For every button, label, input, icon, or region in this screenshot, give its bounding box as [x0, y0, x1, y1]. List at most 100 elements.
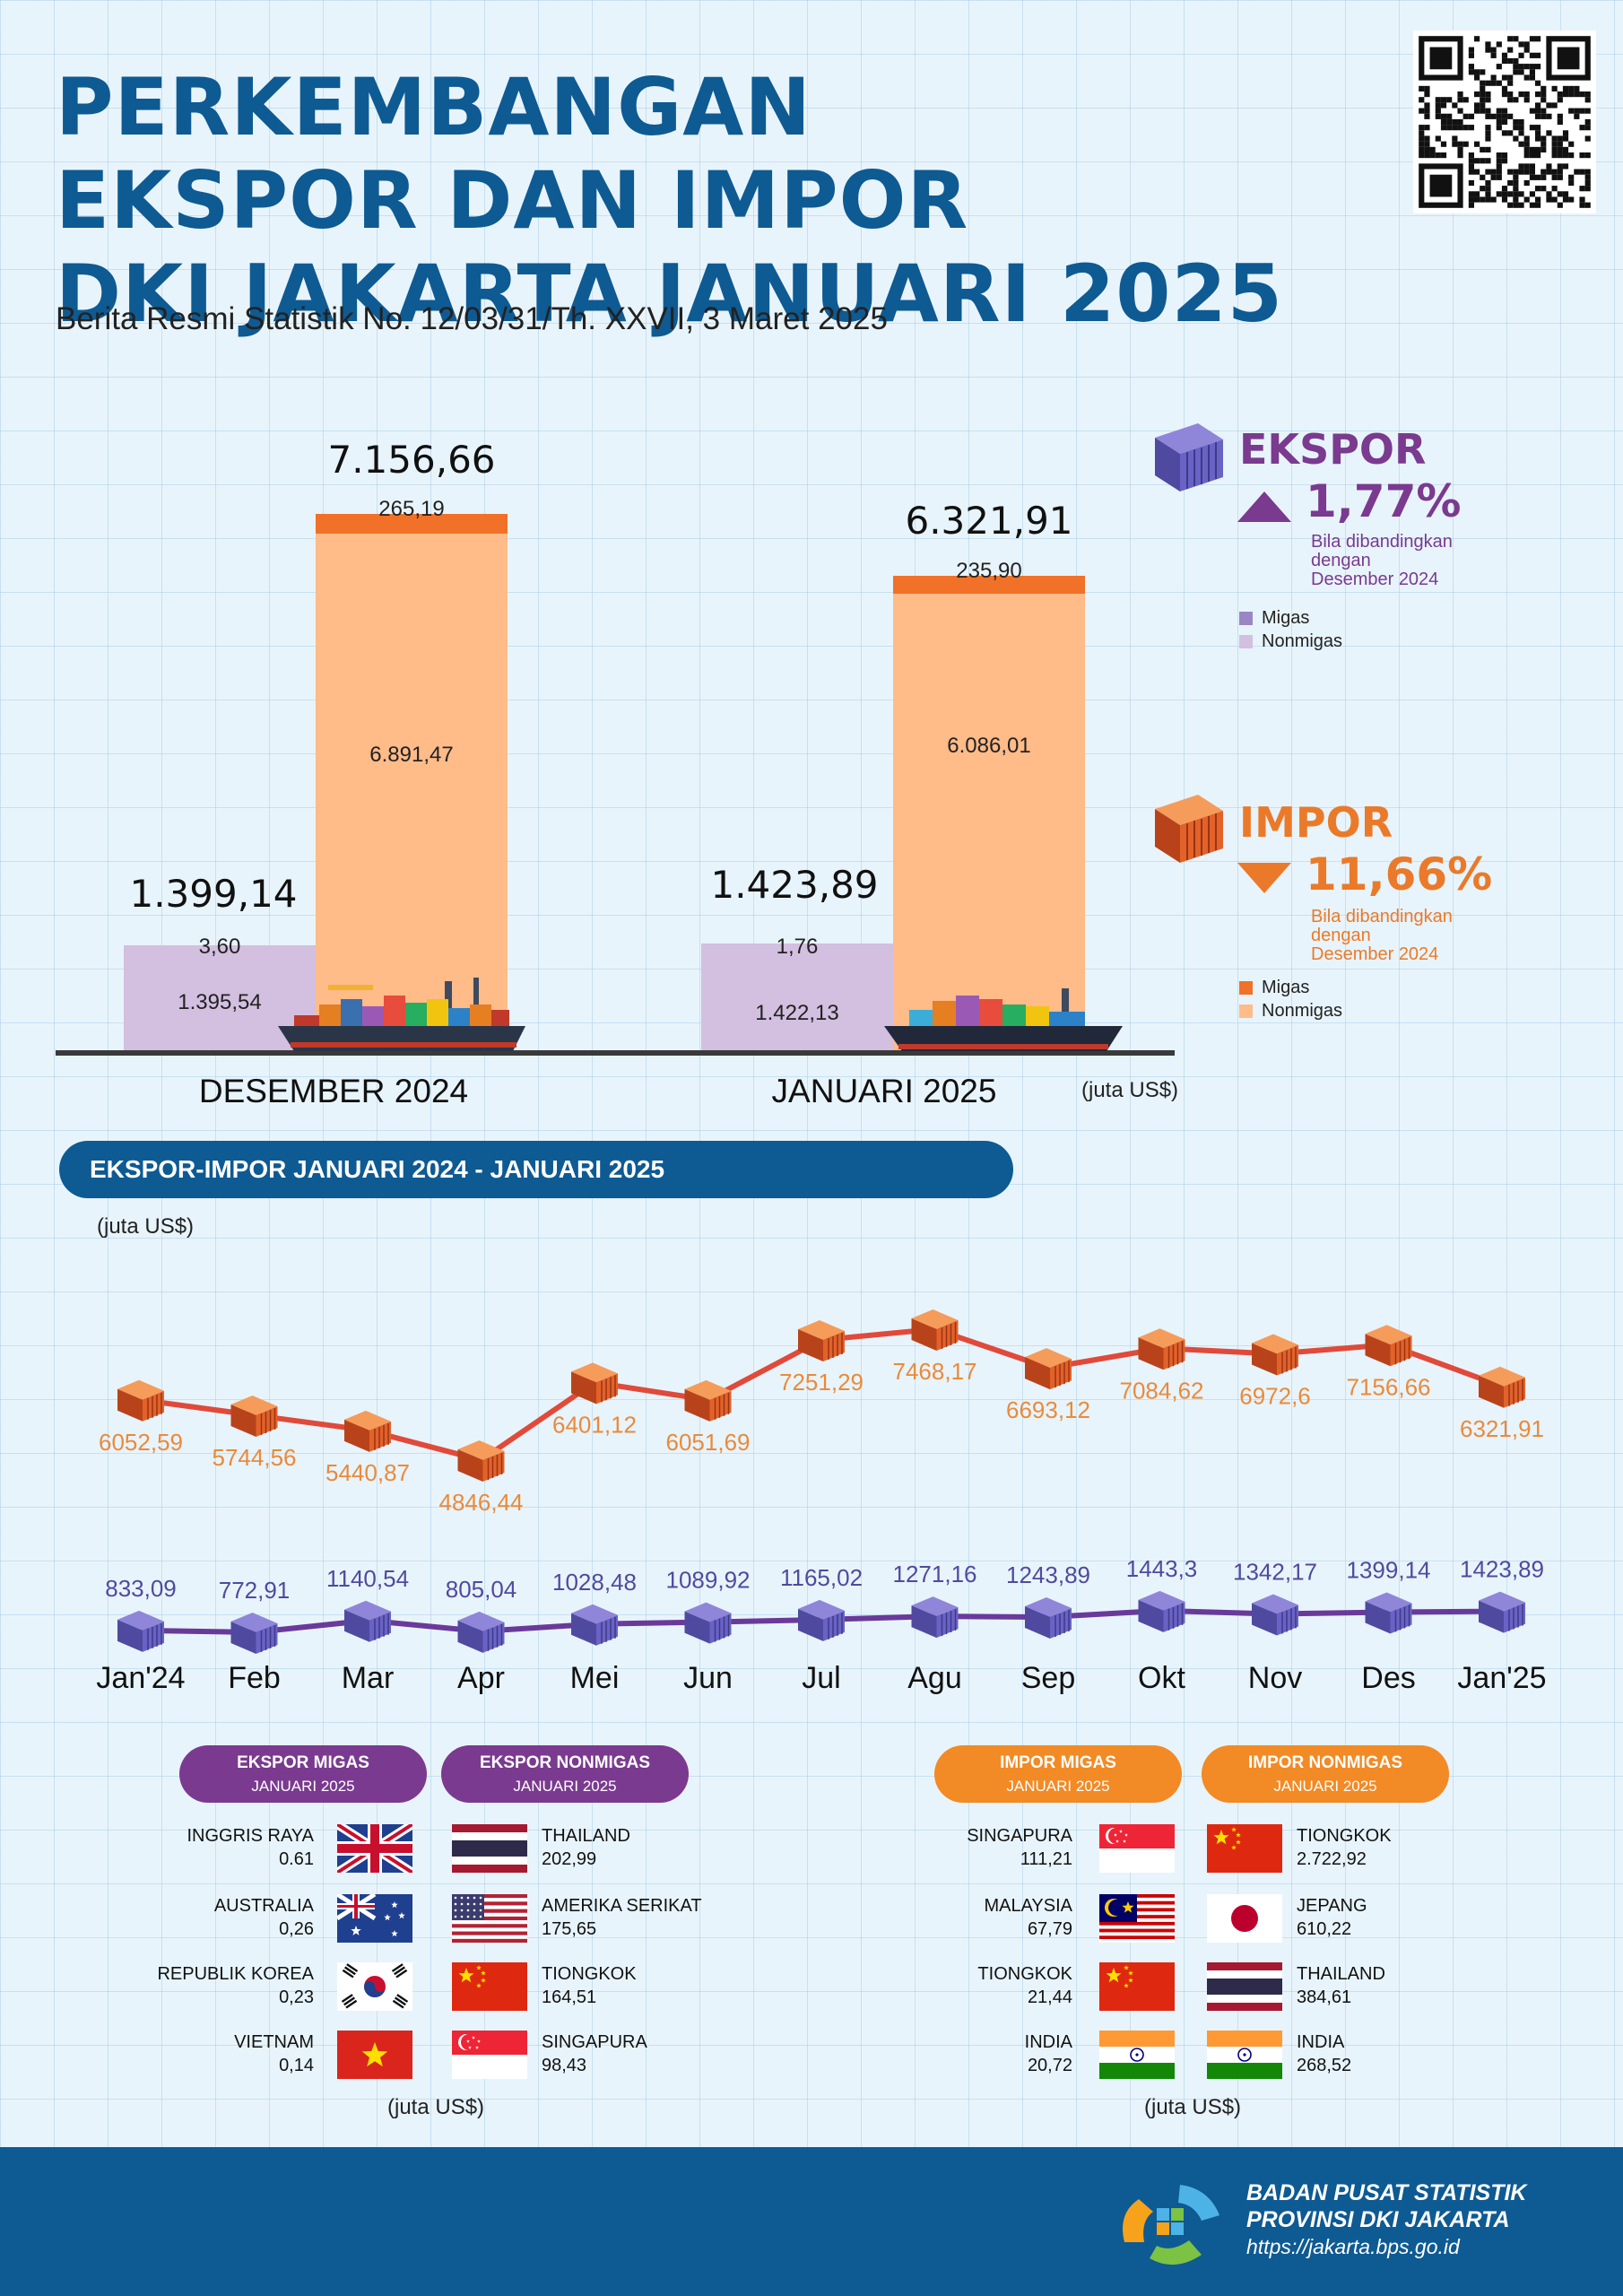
value-label-impor: 6051,69	[666, 1429, 751, 1456]
data-point-impor	[1138, 1328, 1185, 1370]
partner-value: 0.61	[279, 1849, 314, 1869]
container-ekspor-icon	[1155, 423, 1223, 491]
month-label: Sep	[1021, 1661, 1076, 1695]
partner-country: INDIA	[1024, 2032, 1072, 2052]
partner-row: SINGAPURA 98,43	[542, 2031, 757, 2077]
partner-row: TIONGKOK 21,44	[872, 1962, 1072, 2009]
data-point-ekspor	[1479, 1591, 1525, 1633]
month-label: Jan'25	[1457, 1661, 1546, 1695]
ekspor-legend-title: EKSPOR	[1239, 425, 1427, 474]
bps-logo-icon[interactable]	[1112, 2169, 1230, 2274]
qr-code[interactable]	[1413, 30, 1596, 213]
partner-value: 175,65	[542, 1919, 597, 1939]
arrow-down-icon	[1237, 863, 1291, 893]
partner-country: SINGAPURA	[967, 1826, 1072, 1846]
thailand-flag-icon	[452, 1824, 527, 1877]
usa-flag-icon	[452, 1894, 527, 1947]
partner-country: AMERIKA SERIKAT	[542, 1896, 702, 1916]
month-label: Mei	[570, 1661, 620, 1695]
title-line-2: EKSPOR DAN IMPOR	[56, 154, 969, 247]
value-label-impor: 7084,62	[1120, 1377, 1204, 1404]
japan-flag-icon	[1207, 1894, 1282, 1947]
page-subtitle: Berita Resmi Statistik No. 12/03/31/Th. …	[56, 301, 888, 336]
bps-name: BADAN PUSAT STATISTIK PROVINSI DKI JAKAR…	[1246, 2180, 1527, 2258]
partner-country: TIONGKOK	[977, 1964, 1072, 1984]
china-flag-icon	[452, 1962, 527, 2015]
category-label-jan: JANUARI 2025	[771, 1073, 997, 1109]
data-point-impor	[457, 1439, 505, 1482]
data-point-impor	[684, 1379, 732, 1422]
legend-swatch	[1239, 635, 1253, 649]
month-label: Jun	[683, 1661, 733, 1695]
partner-value: 164,51	[542, 1987, 597, 2007]
partner-row: THAILAND 384,61	[1297, 1962, 1512, 2009]
title-line-3: DKI JAKARTA JANUARI 2025	[56, 248, 1283, 340]
impor-migas-label-des: 265,19	[378, 497, 445, 521]
partner-country: TIONGKOK	[1297, 1826, 1392, 1846]
impor-legend-title: IMPOR	[1239, 798, 1393, 847]
partner-row: INDIA 20,72	[872, 2031, 1072, 2077]
partner-header-ekspor-migas: EKSPOR MIGAS JANUARI 2025	[179, 1745, 427, 1803]
value-label-ekspor: 833,09	[105, 1575, 177, 1602]
partner-row: AMERIKA SERIKAT 175,65	[542, 1894, 757, 1941]
value-label-impor: 5744,56	[213, 1444, 297, 1471]
bar-ekspor-migas-jan	[701, 943, 893, 945]
value-label-ekspor: 1443,3	[1126, 1555, 1198, 1582]
title-line-1: PERKEMBANGAN	[56, 61, 812, 153]
axis-baseline	[56, 1050, 1175, 1056]
data-point-ekspor	[1025, 1597, 1072, 1639]
partner-value: 111,21	[1020, 1849, 1072, 1869]
partner-value: 20,72	[1027, 2056, 1072, 2075]
legend-swatch	[1239, 612, 1253, 626]
value-label-ekspor: 1089,92	[666, 1567, 751, 1594]
value-label-ekspor: 1399,14	[1347, 1556, 1431, 1583]
value-label-ekspor: 805,04	[446, 1576, 517, 1603]
ekspor-change-percent: 1,77%	[1306, 475, 1462, 527]
impor-total-label-jan: 6.321,91	[905, 499, 1073, 543]
partner-country: SINGAPURA	[542, 2032, 647, 2052]
partner-header-title: EKSPOR MIGAS	[237, 1753, 369, 1772]
legend-ekspor-migas: Migas	[1239, 608, 1309, 629]
partner-header-period: JANUARI 2025	[1006, 1778, 1110, 1795]
partner-country: THAILAND	[542, 1826, 630, 1846]
legend-swatch	[1239, 1004, 1253, 1019]
partner-row: JEPANG 610,22	[1297, 1894, 1512, 1941]
data-point-ekspor	[230, 1613, 278, 1655]
value-label-impor: 6052,59	[99, 1429, 183, 1456]
partner-country: MALAYSIA	[984, 1896, 1072, 1916]
data-point-ekspor	[1252, 1594, 1298, 1636]
data-point-ekspor	[911, 1596, 959, 1639]
impor-change-percent: 11,66%	[1306, 848, 1493, 900]
value-label-ekspor: 1243,89	[1006, 1561, 1090, 1588]
partner-value: 2.722,92	[1297, 1849, 1367, 1869]
partner-row: VIETNAM 0,14	[113, 2031, 314, 2077]
bps-url-link[interactable]: https://jakarta.bps.go.id	[1246, 2235, 1460, 2258]
month-label: Feb	[228, 1661, 281, 1695]
bar-ekspor-nonmigas-jan	[701, 944, 893, 1050]
arrow-up-icon	[1237, 491, 1291, 522]
partner-row: AUSTRALIA 0,26	[113, 1894, 314, 1941]
value-label-impor: 7156,66	[1347, 1373, 1431, 1400]
malaysia-flag-icon	[1099, 1894, 1175, 1947]
partner-row: REPUBLIK KOREA 0,23	[113, 1962, 314, 2009]
value-label-impor: 6693,12	[1006, 1396, 1090, 1423]
impor-nonmigas-label-des: 6.891,47	[369, 743, 454, 767]
value-label-impor: 4846,44	[439, 1489, 524, 1516]
data-point-impor	[911, 1309, 959, 1351]
data-point-impor	[344, 1410, 391, 1452]
data-point-impor	[1365, 1325, 1412, 1367]
value-label-ekspor: 1165,02	[780, 1564, 863, 1591]
partner-header-period: JANUARI 2025	[1273, 1778, 1377, 1795]
partner-value: 268,52	[1297, 2056, 1352, 2075]
partners-unit-right: (juta US$)	[1144, 2095, 1242, 2119]
ekspor-total-label-des: 1.399,14	[129, 872, 298, 916]
data-point-impor	[1025, 1348, 1072, 1390]
korea-flag-icon	[337, 1962, 412, 2015]
partner-header-title: IMPOR MIGAS	[1000, 1753, 1116, 1772]
bar-impor-nonmigas-des	[316, 533, 508, 1050]
uk-flag-icon	[334, 1820, 415, 1877]
data-point-impor	[571, 1362, 618, 1405]
partner-value: 0,26	[279, 1919, 314, 1939]
page-title: PERKEMBANGAN EKSPOR DAN IMPOR DKI JAKART…	[56, 61, 1283, 341]
legend-ekspor-nonmigas: Nonmigas	[1239, 631, 1342, 652]
